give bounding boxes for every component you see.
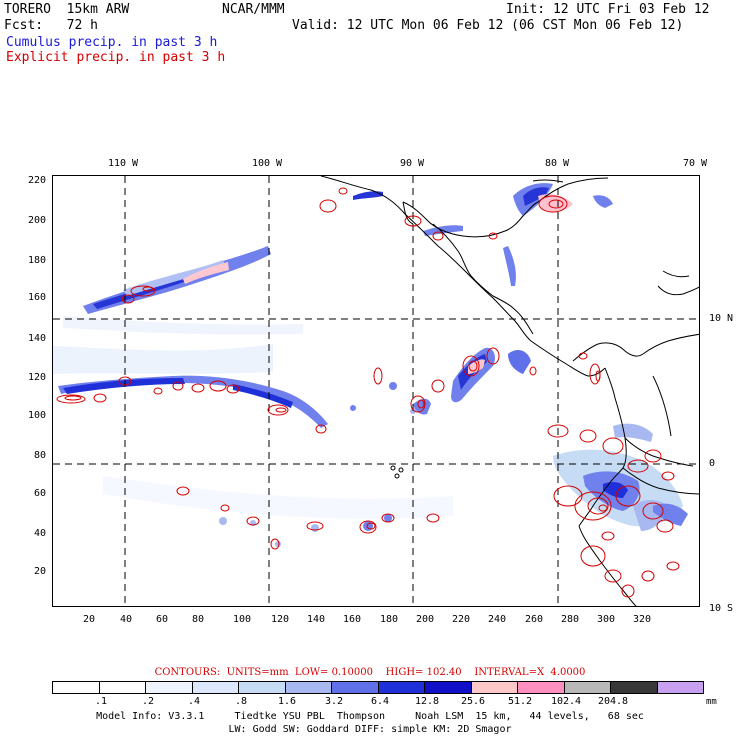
valid-time: Valid: 12 UTC Mon 06 Feb 12 (06 CST Mon … (292, 18, 684, 33)
colorbar-swatch (99, 682, 146, 693)
colorbar-swatch (378, 682, 425, 693)
lon-label-90w: 90 W (399, 158, 425, 169)
x-tick: 280 (560, 614, 580, 625)
x-tick: 240 (487, 614, 507, 625)
lon-label-70w: 70 W (683, 158, 708, 169)
x-tick: 100 (232, 614, 252, 625)
colorbar-swatch (425, 682, 472, 693)
lon-label-80w: 80 W (544, 158, 570, 169)
lat-label-10s: 10 S (709, 603, 734, 614)
y-tick: 160 (27, 292, 46, 303)
colorbar-label: 25.6 (460, 696, 486, 707)
x-tick: 20 (82, 614, 96, 625)
y-tick: 100 (27, 410, 46, 421)
colorbar-swatch (239, 682, 286, 693)
x-tick: 140 (306, 614, 326, 625)
y-tick: 20 (33, 566, 46, 577)
colorbar-label: 3.2 (324, 696, 344, 707)
colorbar-swatch (611, 682, 658, 693)
model-info: Model Info: V3.3.1 Tiedtke YSU PBL Thomp… (96, 711, 644, 722)
colorbar-label: 1.6 (277, 696, 297, 707)
colorbar-swatch (332, 682, 379, 693)
colorbar-label: 12.8 (414, 696, 440, 707)
colorbar-label: 102.4 (550, 696, 582, 707)
colorbar-swatch (657, 682, 703, 693)
colorbar-swatch (471, 682, 518, 693)
colorbar-unit: mm (706, 697, 717, 707)
colorbar-swatch (518, 682, 565, 693)
colorbar-label: .4 (187, 696, 201, 707)
legend-explicit: Explicit precip. in past 3 h (6, 50, 226, 65)
y-tick: 120 (27, 372, 46, 383)
x-tick: 220 (451, 614, 471, 625)
x-tick: 320 (632, 614, 652, 625)
coastlines (320, 176, 699, 606)
colorbar-swatch (564, 682, 611, 693)
colorbar-label: .8 (234, 696, 248, 707)
precip-map (52, 175, 700, 607)
y-tick: 60 (33, 488, 46, 499)
lon-label-100w: 100 W (251, 158, 283, 169)
x-tick: 60 (155, 614, 169, 625)
colorbar-label: .1 (94, 696, 108, 707)
colorbar-label: 6.4 (370, 696, 390, 707)
y-tick: 220 (27, 175, 46, 186)
colorbar-label: .2 (141, 696, 155, 707)
y-tick: 80 (33, 450, 46, 461)
center-title: NCAR/MMM (222, 2, 285, 17)
contour-info: CONTOURS: UNITS=mm LOW= 0.10000 HIGH= 10… (154, 667, 586, 678)
x-tick: 160 (342, 614, 362, 625)
model-title: TORERO 15km ARW (4, 2, 130, 17)
x-tick: 200 (415, 614, 435, 625)
y-tick: 40 (33, 528, 46, 539)
y-tick: 200 (27, 215, 46, 226)
colorbar-swatch (146, 682, 193, 693)
colorbar (52, 681, 704, 694)
lat-lon-grid (53, 176, 699, 606)
explicit-precip-contours (56, 187, 680, 598)
x-tick: 80 (191, 614, 205, 625)
colorbar-label: 204.8 (597, 696, 629, 707)
colorbar-label: 51.2 (507, 696, 533, 707)
init-time: Init: 12 UTC Fri 03 Feb 12 (506, 2, 710, 17)
y-tick: 180 (27, 255, 46, 266)
map-canvas (53, 176, 699, 606)
x-tick: 180 (379, 614, 399, 625)
y-tick: 140 (27, 333, 46, 344)
legend-cumulus: Cumulus precip. in past 3 h (6, 35, 218, 50)
lat-label-10n: 10 N (709, 313, 734, 324)
forecast-hour: Fcst: 72 h (4, 18, 98, 33)
lat-label-0: 0 (709, 458, 716, 469)
colorbar-swatch (285, 682, 332, 693)
x-tick: 300 (596, 614, 616, 625)
lon-label-110w: 110 W (107, 158, 139, 169)
model-physics: LW: Godd SW: Goddard DIFF: simple KM: 2D… (228, 724, 512, 735)
x-tick: 260 (524, 614, 544, 625)
colorbar-swatch (53, 682, 100, 693)
colorbar-swatch (192, 682, 239, 693)
x-tick: 40 (119, 614, 133, 625)
x-tick: 120 (270, 614, 290, 625)
